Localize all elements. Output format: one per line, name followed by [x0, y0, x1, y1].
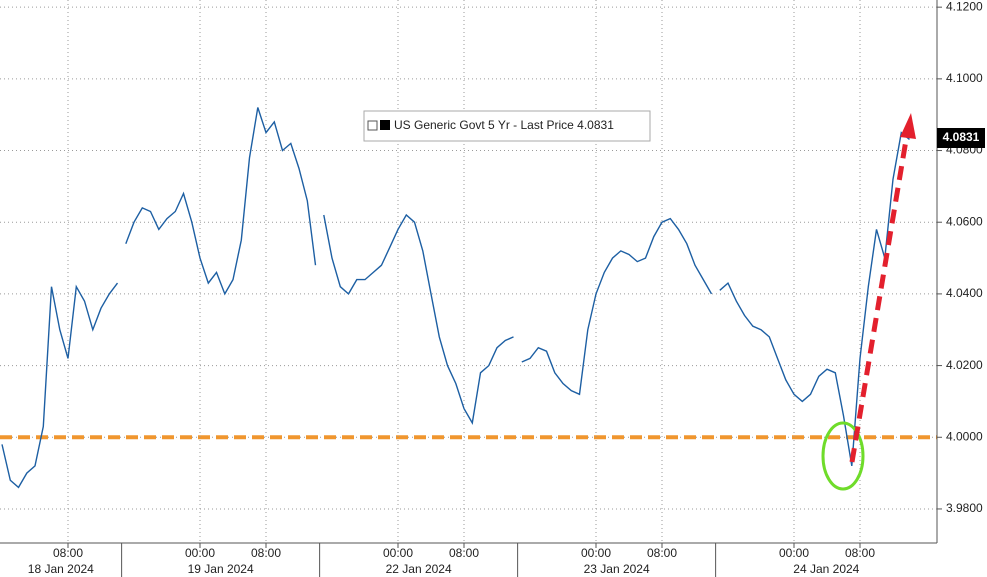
x-tick-label: 00:00	[185, 546, 215, 560]
last-price-label: 4.0831	[943, 130, 980, 144]
y-tick-label: 4.0000	[946, 429, 983, 443]
y-tick-label: 4.0400	[946, 286, 983, 300]
legend-box	[363, 110, 651, 142]
last-price-tag	[937, 128, 985, 148]
legend-swatch	[380, 120, 390, 130]
y-tick-label: 4.0200	[946, 358, 983, 372]
price-line	[1, 282, 119, 489]
x-tick-label: 08:00	[449, 546, 479, 560]
date-label: 19 Jan 2024	[188, 562, 254, 576]
price-line	[323, 213, 514, 425]
x-tick-label: 08:00	[53, 546, 83, 560]
x-tick-label: 08:00	[845, 546, 875, 560]
date-label: 24 Jan 2024	[793, 562, 859, 576]
y-tick-label: 3.9800	[946, 501, 983, 515]
x-tick-label: 08:00	[647, 546, 677, 560]
highlight-circle	[821, 421, 865, 491]
date-label: 23 Jan 2024	[584, 562, 650, 576]
x-tick-label: 00:00	[581, 546, 611, 560]
price-line	[719, 131, 910, 467]
arrow-head	[900, 113, 916, 139]
x-tick-label: 00:00	[383, 546, 413, 560]
legend-label: US Generic Govt 5 Yr - Last Price 4.0831	[394, 118, 614, 132]
y-tick-label: 4.1200	[946, 0, 983, 13]
price-line	[521, 217, 713, 396]
y-tick-label: 4.1000	[946, 71, 983, 85]
y-tick-label: 4.0600	[946, 214, 983, 228]
arrow-shaft	[849, 139, 909, 463]
price-line	[125, 107, 317, 296]
date-label: 22 Jan 2024	[386, 562, 452, 576]
date-label: 18 Jan 2024	[28, 562, 94, 576]
x-tick-label: 08:00	[251, 546, 281, 560]
legend: US Generic Govt 5 Yr - Last Price 4.0831	[363, 110, 651, 142]
x-tick-label: 00:00	[779, 546, 809, 560]
legend-toggle	[367, 120, 378, 131]
